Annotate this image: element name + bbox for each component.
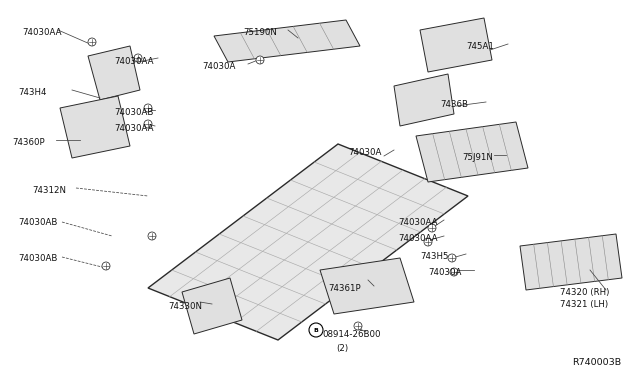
Text: 74030AA: 74030AA (114, 124, 154, 133)
Polygon shape (420, 18, 492, 72)
Text: 74330N: 74330N (168, 302, 202, 311)
Circle shape (144, 120, 152, 128)
Text: 74320 (RH): 74320 (RH) (560, 288, 609, 297)
Text: 74030AA: 74030AA (398, 234, 438, 243)
Polygon shape (520, 234, 622, 290)
Circle shape (450, 268, 458, 276)
Polygon shape (416, 122, 528, 182)
Circle shape (256, 56, 264, 64)
Polygon shape (88, 46, 140, 100)
Text: 743H4: 743H4 (18, 88, 47, 97)
Circle shape (134, 54, 142, 62)
Text: R740003B: R740003B (572, 358, 621, 367)
Text: 74030A: 74030A (348, 148, 381, 157)
Text: B: B (314, 327, 319, 333)
Circle shape (428, 224, 436, 232)
Polygon shape (214, 20, 360, 62)
Circle shape (448, 254, 456, 262)
Text: 74030A: 74030A (428, 268, 461, 277)
Text: 74030A: 74030A (202, 62, 236, 71)
Text: 7436B: 7436B (440, 100, 468, 109)
Text: 74030AB: 74030AB (114, 108, 154, 117)
Text: 745A1: 745A1 (466, 42, 494, 51)
Circle shape (102, 262, 110, 270)
Circle shape (424, 238, 432, 246)
Circle shape (354, 322, 362, 330)
Polygon shape (60, 96, 130, 158)
Text: 74030AA: 74030AA (114, 57, 154, 66)
Text: 74360P: 74360P (12, 138, 45, 147)
Text: 74030AA: 74030AA (22, 28, 61, 37)
Text: 74030AB: 74030AB (18, 218, 58, 227)
Text: 75J91N: 75J91N (462, 153, 493, 162)
Circle shape (148, 232, 156, 240)
Text: (2): (2) (336, 344, 348, 353)
Text: 08914-26B00: 08914-26B00 (322, 330, 381, 339)
Text: 74312N: 74312N (32, 186, 66, 195)
Text: 74030AA: 74030AA (398, 218, 438, 227)
Polygon shape (148, 144, 468, 340)
Polygon shape (320, 258, 414, 314)
Circle shape (309, 323, 323, 337)
Text: 74321 (LH): 74321 (LH) (560, 300, 608, 309)
Text: 75190N: 75190N (243, 28, 277, 37)
Text: 74361P: 74361P (328, 284, 360, 293)
Text: 74030AB: 74030AB (18, 254, 58, 263)
Text: 743H5: 743H5 (420, 252, 449, 261)
Circle shape (88, 38, 96, 46)
Polygon shape (182, 278, 242, 334)
Circle shape (144, 104, 152, 112)
Polygon shape (394, 74, 454, 126)
